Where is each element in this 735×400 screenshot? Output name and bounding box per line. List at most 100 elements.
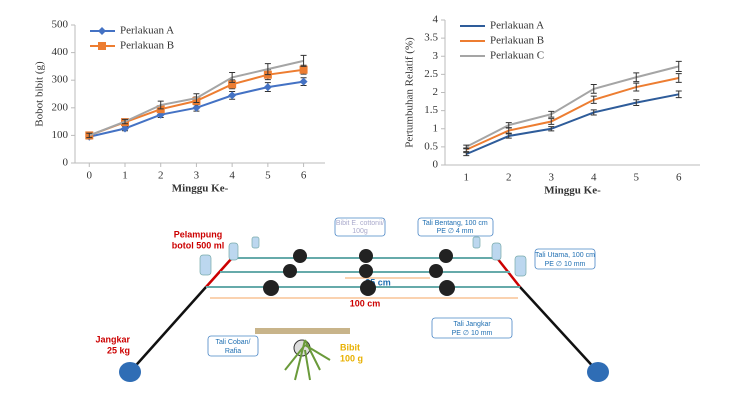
- callout-text: Bibit E. cottonii/: [336, 220, 384, 227]
- series-line: [465, 65, 679, 148]
- anchor-rope: [519, 286, 599, 373]
- marker: [228, 91, 237, 100]
- callout-text: PE ∅ 4 mm: [437, 228, 474, 235]
- error-bar: [86, 132, 93, 139]
- marker: [299, 77, 308, 86]
- marker: [121, 124, 129, 133]
- y-axis-title: Pertumbuhan Relatif (%): [404, 37, 416, 148]
- y-tick-label: 2.5: [424, 68, 438, 80]
- y-tick-label: 2: [433, 86, 439, 98]
- marker: [299, 65, 308, 74]
- seedling: [284, 339, 331, 381]
- error-bar: [675, 90, 682, 99]
- callout-boxes: [207, 217, 596, 357]
- legend-marker: [98, 42, 106, 50]
- seaweed-clumps: [263, 249, 455, 296]
- seedling-label: 100 g: [340, 353, 363, 363]
- legend-label: Perlakuan C: [490, 50, 544, 62]
- anchor: [587, 362, 609, 382]
- marker: [228, 80, 237, 89]
- y-tick-label: 4: [433, 14, 439, 26]
- y-tick-label: 0: [63, 157, 69, 169]
- error-bar: [675, 73, 682, 83]
- y-tick-label: 300: [52, 74, 69, 86]
- x-tick-label: 1: [464, 172, 470, 184]
- x-tick-label: 5: [265, 170, 271, 182]
- y-tick-label: 3.5: [424, 32, 438, 44]
- floats: [199, 236, 527, 277]
- x-tick-label: 4: [591, 172, 597, 184]
- error-bar: [505, 122, 512, 129]
- y-tick-label: 200: [52, 101, 69, 113]
- legend-marker: [98, 27, 106, 35]
- y-tick-label: 100: [52, 129, 69, 141]
- seedling-label: Bibit: [340, 342, 360, 352]
- error-bar: [264, 63, 271, 76]
- error-bar: [633, 72, 640, 83]
- error-bar: [505, 133, 512, 139]
- series-line: [465, 77, 679, 151]
- float-label: Pelampung: [174, 229, 223, 239]
- callout-text: Rafia: [225, 348, 241, 355]
- x-tick-label: 1: [122, 170, 128, 182]
- callout-text: Tali Bentang, 100 cm: [422, 220, 488, 227]
- anchor-label: Jangkar: [95, 334, 130, 344]
- y-tick-label: 1: [433, 122, 439, 134]
- anchor-label: 25 kg: [107, 345, 130, 355]
- error-bar: [463, 152, 470, 157]
- spacing-label: 25 cm: [365, 277, 391, 287]
- error-bar: [548, 110, 555, 118]
- error-bar: [633, 99, 640, 107]
- callout-text: Tali Jangkar: [453, 321, 491, 328]
- float-label: botol 500 ml: [172, 240, 225, 250]
- anchor: [119, 362, 141, 382]
- legend-label: Perlakuan A: [120, 25, 174, 37]
- callout-text: 100g: [352, 228, 368, 235]
- marker: [263, 83, 272, 92]
- marker: [192, 103, 201, 112]
- length-label: 100 cm: [350, 298, 381, 308]
- error-bar: [633, 82, 640, 92]
- x-tick-label: 3: [194, 170, 200, 182]
- y-tick-label: 500: [52, 19, 69, 31]
- error-bar: [463, 144, 470, 150]
- x-tick-label: 2: [506, 172, 512, 184]
- error-bar: [590, 95, 597, 104]
- y-axis-title: Bobot bibit (g): [34, 61, 46, 127]
- error-bar: [590, 84, 597, 94]
- x-axis-title: Minggu Ke-: [172, 183, 229, 195]
- y-tick-label: 0: [433, 159, 439, 171]
- callout-text: Tali Utama, 100 cm: [535, 252, 595, 259]
- y-tick-label: 400: [52, 46, 69, 58]
- y-tick-label: 1.5: [424, 104, 438, 116]
- legend-label: Perlakuan B: [490, 35, 544, 47]
- callout-text: PE ∅ 10 mm: [545, 261, 586, 268]
- anchor-rope: [129, 286, 207, 373]
- rope-detail: [255, 328, 350, 334]
- callout-text: PE ∅ 10 mm: [452, 330, 493, 337]
- error-bar: [590, 109, 597, 116]
- x-tick-label: 2: [158, 170, 164, 182]
- callout-text: Tali Coban/: [215, 339, 250, 346]
- error-bar: [157, 100, 164, 110]
- x-tick-label: 6: [301, 170, 307, 182]
- error-bar: [300, 54, 307, 67]
- error-bar: [675, 60, 682, 72]
- error-bar: [548, 118, 555, 125]
- x-tick-label: 0: [87, 170, 93, 182]
- error-bar: [193, 93, 200, 104]
- x-tick-label: 4: [229, 170, 235, 182]
- series-line: [465, 93, 679, 156]
- diagram: 100 cm 25 cm Bibit E. cottonii/ 100g Tal…: [95, 217, 609, 382]
- error-bar: [548, 126, 555, 132]
- error-bar: [122, 118, 128, 125]
- legend-label: Perlakuan B: [120, 40, 174, 52]
- y-tick-label: 3: [433, 50, 439, 62]
- x-tick-label: 3: [549, 172, 555, 184]
- y-tick-label: 0.5: [424, 140, 438, 152]
- error-bar: [229, 71, 236, 83]
- x-axis-title: Minggu Ke-: [544, 185, 601, 197]
- x-tick-label: 5: [634, 172, 640, 184]
- x-tick-label: 6: [676, 172, 682, 184]
